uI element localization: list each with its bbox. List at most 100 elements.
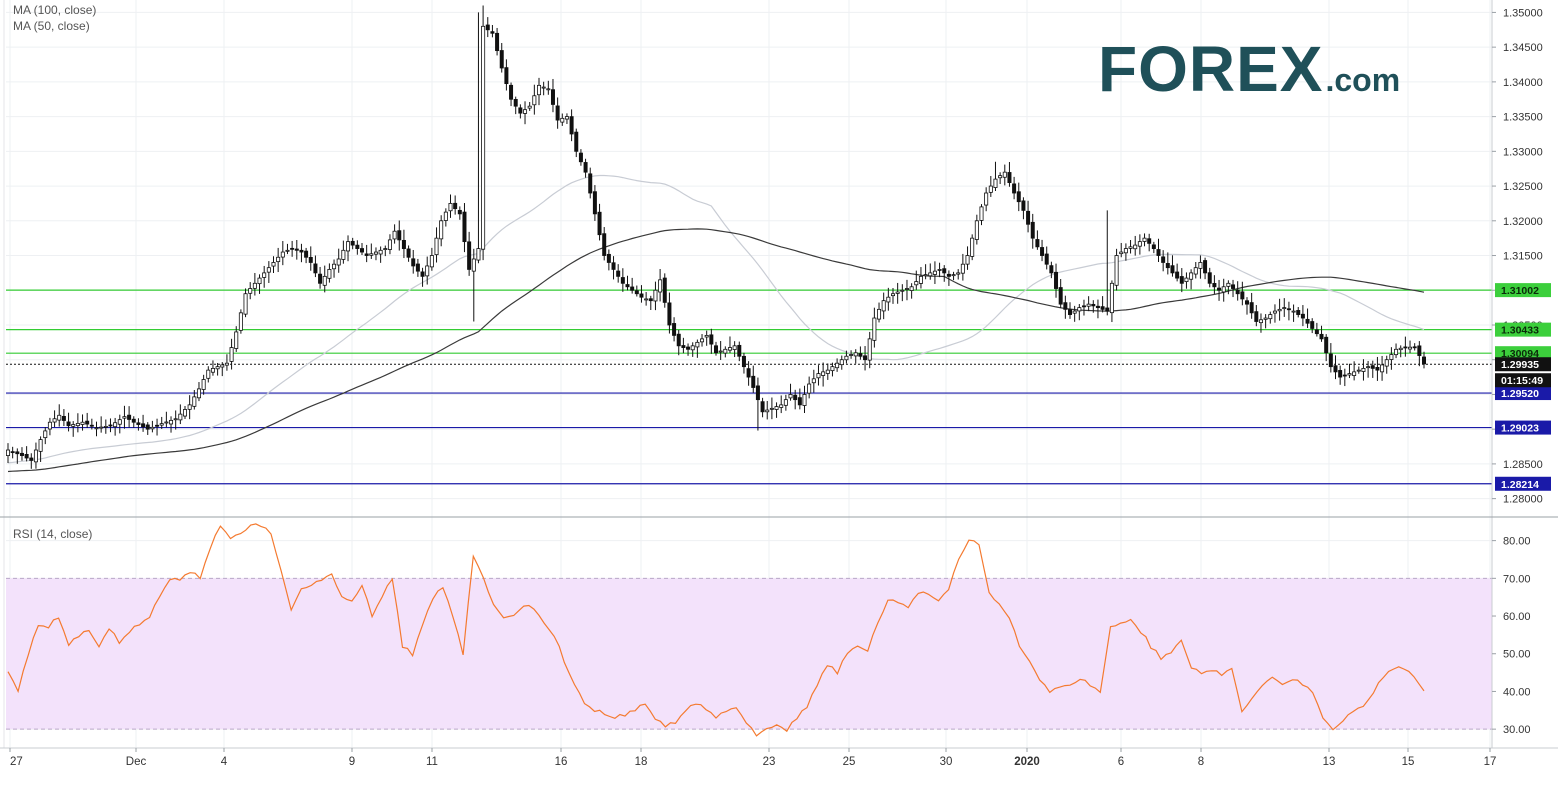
candle-up <box>886 296 891 303</box>
candle <box>1147 233 1152 252</box>
candle <box>136 418 141 431</box>
candle-up <box>1142 237 1147 242</box>
candle <box>1021 197 1026 220</box>
rsi-tick-label: 80.00 <box>1503 536 1531 548</box>
candle-down <box>1231 284 1236 289</box>
candle-up <box>43 430 48 439</box>
candle <box>877 302 882 323</box>
time-tick-label: 17 <box>1484 756 1497 768</box>
candle <box>1384 355 1389 374</box>
candle <box>1165 252 1170 275</box>
candle <box>57 404 62 427</box>
candle <box>308 246 313 271</box>
candle-up <box>979 206 984 221</box>
candle <box>1328 343 1333 373</box>
candle <box>509 82 514 107</box>
candle-down <box>760 401 765 413</box>
candle-up <box>1366 366 1371 369</box>
candle <box>1030 213 1035 249</box>
candle-up <box>252 282 257 289</box>
candle <box>606 249 611 271</box>
candle-down <box>490 31 495 34</box>
candle-down <box>741 355 746 368</box>
level-tag-blue-text: 1.29023 <box>1501 423 1539 435</box>
candle <box>1142 233 1147 247</box>
candle <box>443 208 448 227</box>
candle-up <box>644 298 649 301</box>
logo-wordmark: FOREX <box>1098 33 1324 105</box>
candle <box>1198 255 1203 279</box>
candle-down <box>1151 244 1156 249</box>
candle-up <box>387 239 392 250</box>
candle-down <box>1324 336 1329 354</box>
candle <box>1058 278 1063 309</box>
candle-up <box>196 388 201 399</box>
candle <box>853 349 858 364</box>
candle <box>169 416 174 433</box>
candle-down <box>1319 333 1324 340</box>
candle <box>993 161 998 192</box>
candle-up <box>113 422 118 428</box>
candle <box>280 241 285 266</box>
candle <box>1114 248 1119 291</box>
candle-up <box>173 418 178 421</box>
candle <box>481 5 486 261</box>
candle-down <box>681 345 686 348</box>
candle-up <box>951 274 956 277</box>
candle-down <box>313 263 318 274</box>
candle-down <box>141 423 146 428</box>
candle <box>420 267 425 287</box>
candle <box>816 365 821 386</box>
candle <box>61 409 66 427</box>
candle <box>513 96 518 115</box>
candle-down <box>108 424 113 427</box>
candle-down <box>504 67 509 85</box>
rsi-legend: RSI (14, close) <box>13 527 93 541</box>
candle-up <box>541 86 546 89</box>
candle <box>1119 242 1124 258</box>
candle-up <box>527 105 532 109</box>
candle <box>1361 359 1366 381</box>
candle-up <box>825 369 830 374</box>
price-tick-label: 1.35000 <box>1503 7 1543 19</box>
candle <box>1026 200 1031 233</box>
candle <box>271 256 276 274</box>
candle <box>704 330 709 346</box>
candle <box>1151 241 1156 254</box>
candle-down <box>1328 353 1333 368</box>
candle <box>1240 281 1245 306</box>
candle-up <box>192 396 197 407</box>
time-tick-label: 6 <box>1118 756 1124 768</box>
candle <box>1161 250 1166 272</box>
candle <box>322 265 327 293</box>
candle <box>173 410 178 430</box>
candle-up <box>373 251 378 255</box>
candle-up <box>332 263 337 270</box>
level-tag-green-text: 1.30433 <box>1501 325 1539 337</box>
level-tag-green-bg <box>1495 322 1551 337</box>
candle <box>182 406 187 420</box>
candle <box>89 418 94 430</box>
candle-up <box>695 341 700 348</box>
candle-down <box>1422 356 1427 365</box>
candle-up <box>33 449 38 463</box>
candle <box>1100 296 1105 313</box>
candle <box>1123 243 1128 261</box>
candle-up <box>937 269 942 271</box>
candle <box>453 195 458 215</box>
candle-down <box>1207 272 1212 284</box>
level-tag-blue-text: 1.29520 <box>1501 388 1539 400</box>
candle-up <box>262 272 267 278</box>
candle <box>914 270 919 290</box>
candle-down <box>1063 302 1068 310</box>
candle-down <box>1305 318 1310 324</box>
countdown-text: 01:15:49 <box>1501 375 1543 387</box>
candle-up <box>904 288 909 290</box>
candle-down <box>1254 311 1259 322</box>
candle <box>290 240 295 257</box>
candle <box>946 270 951 286</box>
candle <box>988 176 993 197</box>
candle-down <box>304 250 309 258</box>
candle-up <box>378 249 383 255</box>
